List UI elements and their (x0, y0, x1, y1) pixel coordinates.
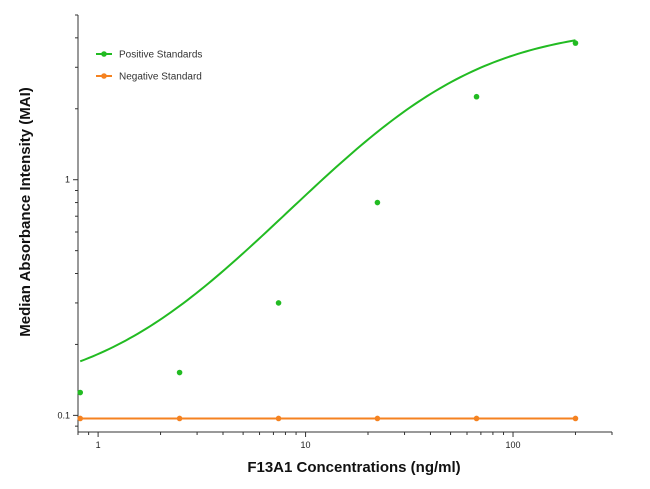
series-line (79, 39, 576, 363)
data-point (572, 40, 579, 46)
data-point (374, 415, 381, 422)
x-tick-label: 100 (506, 440, 521, 450)
data-point (572, 415, 579, 422)
y-axis-title: Median Absorbance Intensity (MAI) (17, 87, 34, 336)
legend: Positive Standards Negative Standard (96, 50, 202, 83)
x-tick-label: 10 (301, 440, 311, 450)
legend-label: Positive Standards (119, 50, 202, 61)
y-tick-label: 1 (65, 175, 70, 185)
series-0 (77, 39, 579, 396)
x-tick-label: 1 (96, 440, 101, 450)
data-point (473, 93, 480, 100)
data-point (473, 415, 480, 422)
y-tick-label: 0.1 (57, 410, 70, 420)
legend-swatch-marker (101, 73, 107, 79)
axes: 1 10 100 0.1 1 (57, 14, 613, 450)
legend-label: Negative Standard (119, 72, 202, 83)
series-1 (77, 415, 579, 422)
data-point (176, 369, 183, 376)
data-point (374, 199, 381, 206)
data-point (275, 415, 282, 422)
data-point (77, 389, 84, 396)
x-axis-title: F13A1 Concentrations (ng/ml) (247, 459, 460, 476)
data-point (77, 415, 84, 422)
series-layer (77, 39, 579, 422)
data-point (275, 300, 282, 306)
data-point (176, 415, 183, 422)
legend-swatch-marker (101, 51, 107, 57)
